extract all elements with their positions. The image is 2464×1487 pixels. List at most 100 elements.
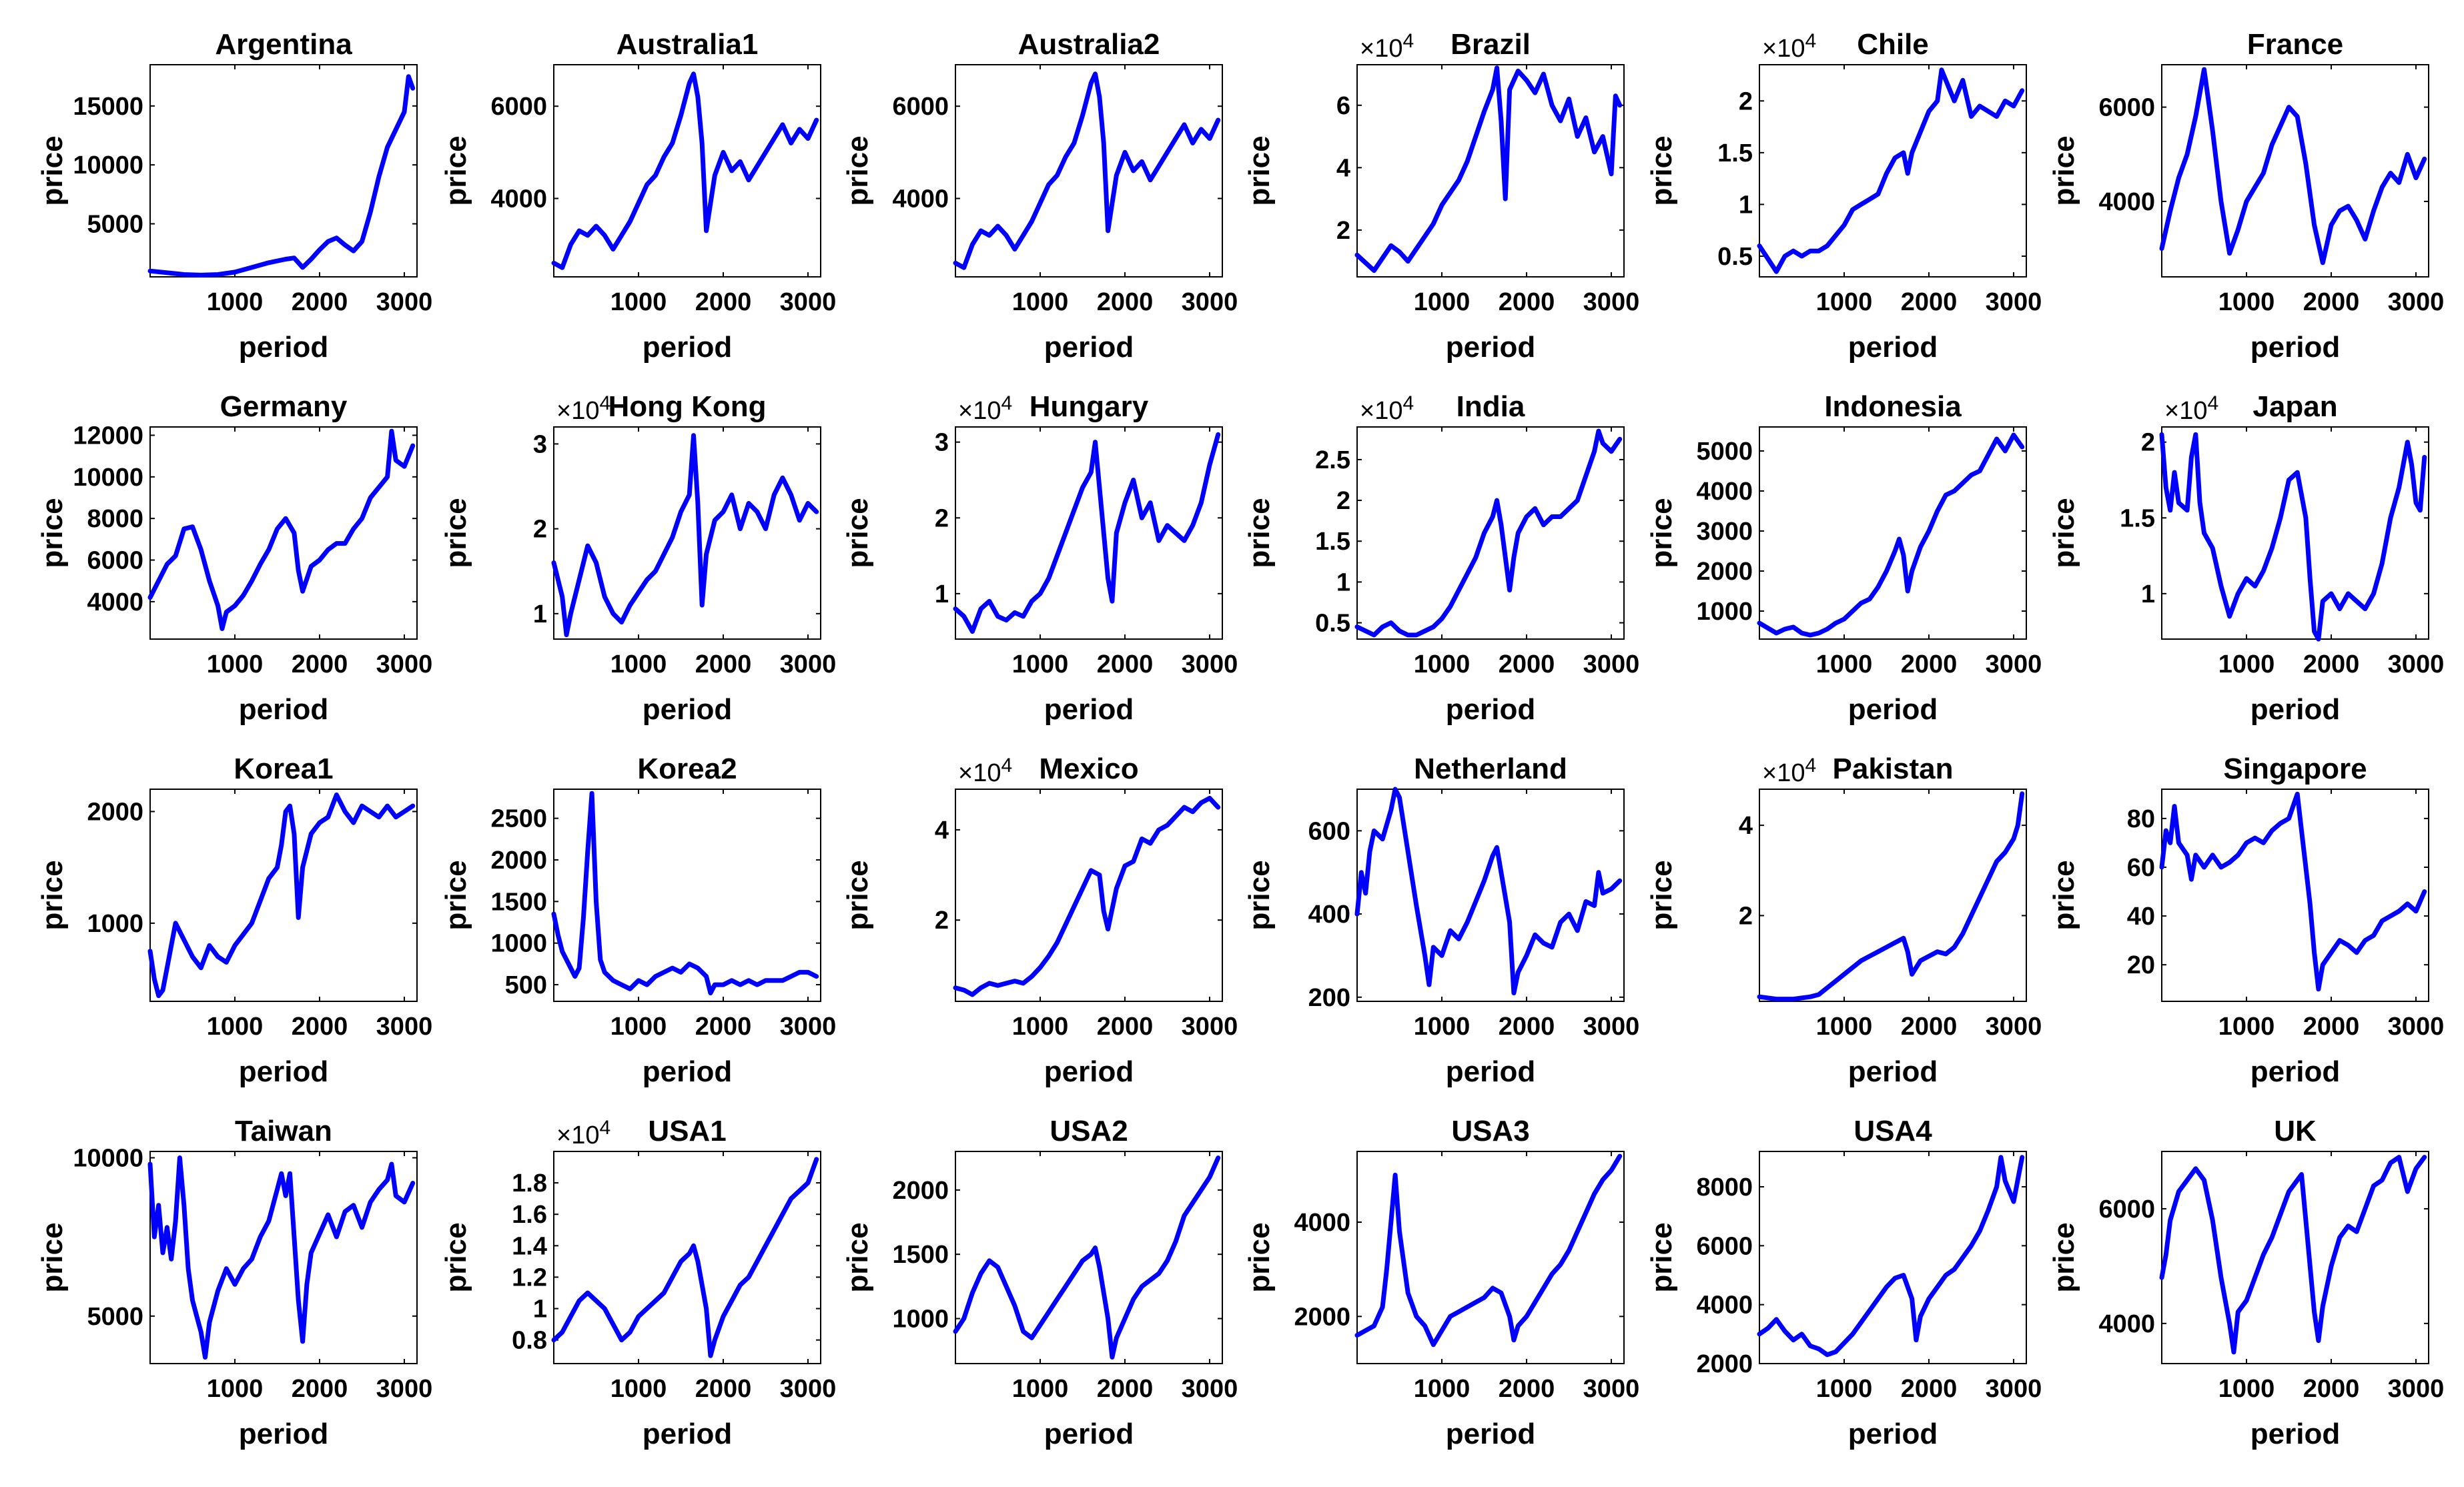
panel-title: USA4 [1854,1115,1932,1147]
x-tick-label: 2000 [1097,288,1154,316]
x-axis-label: period [1044,1418,1134,1450]
plot-frame [1759,64,2027,278]
panel-title: Hungary [1030,390,1149,423]
y-axis-label: price [1645,135,1678,205]
y-tick-label: 2000 [490,847,547,875]
y-axis-label: price [2048,135,2080,205]
panel-title: Hong Kong [608,390,766,423]
panel-title: France [2247,28,2343,61]
chart-panel: 1000 2000 3000 4000 6000 8000 10000 12000 German… [36,390,432,726]
x-tick-label: 2000 [1499,1013,1555,1041]
price-series-line [953,1155,1221,1360]
y-axis-label: price [36,1222,69,1292]
x-tick-label: 1000 [2218,288,2275,316]
x-tick-label: 1000 [207,1375,264,1403]
panel-title: Pakistan [1833,753,1954,785]
plot-frame [1759,426,2027,640]
x-axis-label: period [643,1055,732,1088]
y-axis-label: price [2048,860,2080,930]
chart-panel: 1000 2000 3000 5000 10000 Taiwan period price [36,1115,432,1450]
panel-title: USA3 [1451,1115,1529,1147]
x-tick-label: 1000 [1414,650,1471,678]
y-axis-label: price [36,498,69,568]
x-tick-label: 2000 [1499,288,1555,316]
axis-multiplier: ×104 [556,1117,610,1149]
plot-frame [1356,1151,1625,1364]
x-tick-label: 3000 [376,650,433,678]
price-series-line [2159,67,2427,266]
x-axis-label: period [2250,693,2340,726]
y-tick-label: 4 [1336,154,1350,182]
y-axis-label: price [841,860,874,930]
chart-panel: 1000 2000 3000 0.5 1 1.5 2 2.5 India ×104 period pr… [1243,390,1639,726]
x-tick-label: 3000 [1986,650,2042,678]
plot-frame [1356,64,1625,278]
x-tick-label: 1000 [1012,1013,1069,1041]
x-tick-label: 3000 [376,288,433,316]
chart-panel: 1000 2000 3000 0.5 1 1.5 2 Chile ×104 period price [1645,28,2042,364]
axis-multiplier: ×104 [958,755,1012,787]
y-tick-label: 4000 [1696,478,1753,506]
x-axis-label: period [1848,331,1938,364]
x-axis-label: period [1044,331,1134,364]
y-tick-label: 8000 [87,505,143,533]
price-series-line [1757,1155,2025,1358]
y-tick-label: 2 [935,907,949,935]
x-axis-label: period [1044,1055,1134,1088]
plot-frame [553,789,821,1002]
y-tick-label: 80 [2127,805,2155,833]
plot-frame [553,1151,821,1364]
y-tick-label: 1 [1739,191,1753,219]
x-tick-label: 3000 [1182,1013,1238,1041]
plot-frame [955,1151,1223,1364]
x-tick-label: 2000 [2303,1375,2360,1403]
y-tick-label: 60 [2127,854,2155,882]
x-tick-label: 3000 [1986,1013,2042,1041]
plot-frame [955,789,1223,1002]
x-axis-label: period [1848,1055,1938,1088]
y-tick-label: 4 [935,817,949,845]
price-series-line [147,1155,416,1360]
chart-panel: 1000 2000 3000 0.8 1 1.2 1.4 1.6 1.8 USA1 ×104 peri… [440,1115,836,1450]
y-tick-label: 1000 [87,910,143,938]
chart-panel: 1000 2000 3000 4000 6000 Australia2 period pric… [841,28,1238,364]
axis-multiplier: ×104 [2164,392,2218,425]
price-series-line [147,428,416,631]
axis-multiplier: ×104 [556,392,610,425]
panel-title: UK [2274,1115,2317,1147]
y-tick-label: 2000 [87,798,143,826]
panel-title: Brazil [1451,28,1531,61]
price-series-line [2159,1155,2427,1355]
price-series-line [1354,787,1623,995]
y-axis-label: price [36,860,69,930]
price-series-line [1354,428,1623,638]
y-tick-label: 2000 [1696,558,1753,586]
y-tick-label: 2 [935,504,949,532]
y-tick-label: 6000 [892,93,949,121]
y-axis-label: price [841,135,874,205]
panel-title: Australia1 [617,28,759,61]
price-series-line [1354,65,1623,274]
x-tick-label: 1000 [1012,650,1069,678]
y-tick-label: 1.2 [512,1264,547,1292]
x-tick-label: 2000 [2303,650,2360,678]
y-axis-label: price [1645,860,1678,930]
x-tick-label: 1000 [1012,288,1069,316]
panel-title: Chile [1857,28,1929,61]
y-tick-label: 2 [533,516,547,544]
y-tick-label: 4000 [2098,1310,2155,1338]
y-tick-label: 40 [2127,903,2155,931]
y-tick-label: 4 [1739,812,1753,840]
price-series-line [1354,1153,1623,1348]
x-tick-label: 2000 [292,1013,348,1041]
y-tick-label: 20 [2127,951,2155,979]
x-axis-label: period [1446,1055,1535,1088]
price-series-line [1757,432,2025,638]
price-series-line [147,792,416,999]
x-axis-label: period [1446,693,1535,726]
x-tick-label: 2000 [292,288,348,316]
y-tick-label: 2000 [1294,1303,1350,1331]
x-tick-label: 2000 [1499,1375,1555,1403]
x-axis-label: period [1446,1418,1535,1450]
